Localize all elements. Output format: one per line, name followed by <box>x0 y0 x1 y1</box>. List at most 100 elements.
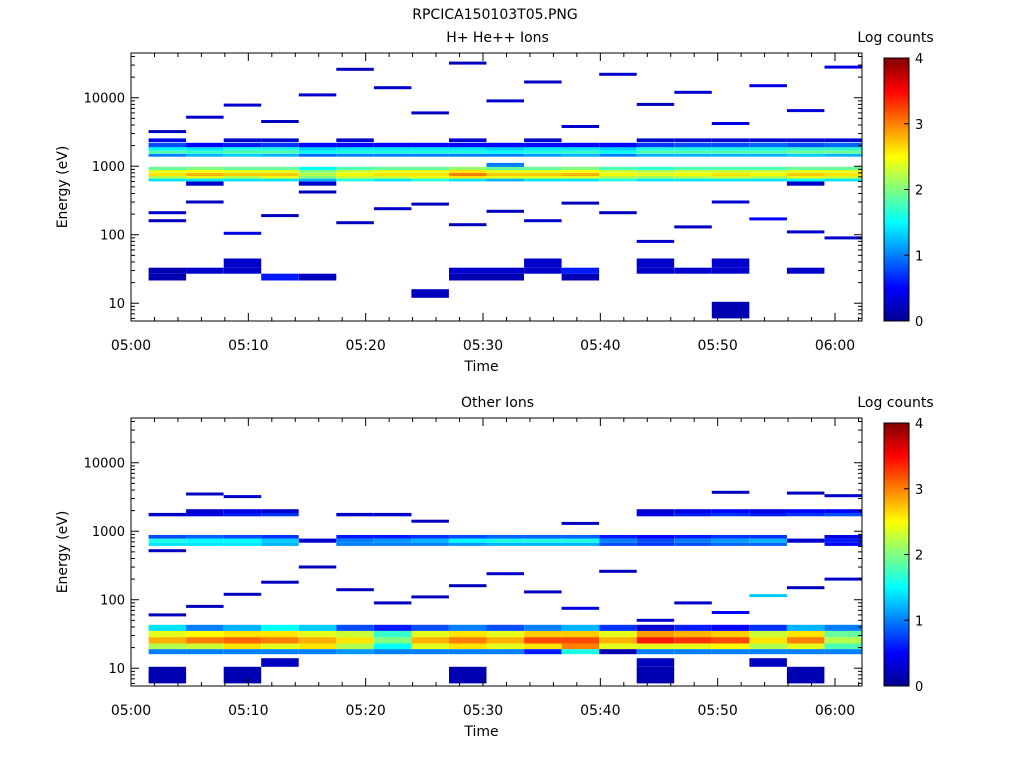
heatmap-cell <box>449 643 487 650</box>
colorbar: Log counts 0 1 2 3 4 <box>857 395 933 695</box>
heatmap-cell <box>561 176 600 179</box>
heatmap-cell <box>524 80 562 84</box>
heatmap-cell <box>674 176 712 179</box>
heatmap-cell <box>449 535 487 539</box>
sparse-counts <box>148 490 862 622</box>
heatmap-cell <box>711 178 750 182</box>
heatmap-cell <box>449 624 487 631</box>
heatmap-cell <box>786 170 825 173</box>
heatmap-cell <box>223 166 262 170</box>
heatmap-cell <box>749 594 787 598</box>
heatmap-cell <box>261 509 299 513</box>
heatmap-cell <box>298 93 337 97</box>
heatmap-cell <box>411 631 449 638</box>
heatmap-cell <box>561 153 600 157</box>
heatmap-cell <box>148 147 187 151</box>
y-axis: 10 100 1000 10000 <box>84 56 862 319</box>
heatmap-cell <box>336 631 374 638</box>
heatmap-cell <box>486 535 524 539</box>
heatmap-cell <box>824 147 862 151</box>
x-axis: 05:00 05:10 05:20 05:30 05:40 05:50 06:00 <box>111 53 859 354</box>
heatmap-cell <box>261 512 299 517</box>
heatmap-cell <box>749 658 787 667</box>
heatmap-cell <box>373 207 412 211</box>
heatmap-cell <box>373 147 412 151</box>
heatmap-cell <box>148 624 187 631</box>
heatmap-cell <box>186 153 224 157</box>
heatmap-cell <box>449 273 487 281</box>
heatmap-cell <box>786 150 825 154</box>
heatmap-cell <box>749 172 787 176</box>
heatmap-cell <box>486 572 524 576</box>
heatmap-cell <box>449 176 487 179</box>
heatmap-cell <box>599 176 637 179</box>
heatmap-cell <box>561 535 600 539</box>
heatmap-cell <box>223 142 262 148</box>
heatmap-cell <box>786 153 825 157</box>
heatmap-cell <box>223 172 262 176</box>
heatmap-cell <box>186 631 224 638</box>
heatmap-cell <box>674 267 712 274</box>
heatmap-cell <box>711 542 750 546</box>
heatmap-cell <box>524 172 562 176</box>
heatmap-cell <box>298 166 337 170</box>
heatmap-cell <box>148 649 187 655</box>
heatmap-cell <box>786 267 825 274</box>
heatmap-cell <box>186 181 224 186</box>
heatmap-cell <box>749 538 787 543</box>
heatmap-cell <box>599 649 637 655</box>
heatmap-cell <box>373 542 412 546</box>
heatmap-cell <box>674 637 712 644</box>
heatmap-cell <box>336 67 374 71</box>
heatmap-cell <box>373 166 412 170</box>
heatmap-cell <box>336 637 374 644</box>
heatmap-cell <box>449 153 487 157</box>
heatmap-cell <box>824 172 862 176</box>
heatmap-cell <box>449 666 487 684</box>
heatmap-cell <box>749 176 787 179</box>
colorbar-tick-label: 4 <box>915 52 923 67</box>
heatmap-cell <box>298 631 337 638</box>
colorbar-tick-label: 2 <box>915 184 923 199</box>
heatmap-cell <box>449 178 487 182</box>
heatmap-cell <box>411 147 449 151</box>
heatmap-cell <box>148 176 187 179</box>
heatmap-cell <box>373 649 412 655</box>
heatmap-cell <box>824 65 862 69</box>
heatmap-cell <box>786 643 825 650</box>
heatmap-cell <box>486 153 524 157</box>
heatmap-cell <box>674 601 712 605</box>
heatmap-cell <box>749 535 787 539</box>
heatmap-cell <box>186 637 224 644</box>
heatmap-cell <box>524 542 562 546</box>
heatmap-cell <box>486 178 524 182</box>
heatmap-cell <box>261 142 299 148</box>
heatmap-cell <box>674 172 712 176</box>
y-tick-label: 10 <box>108 662 125 677</box>
heatmap-cell <box>524 631 562 638</box>
heatmap-cell <box>336 176 374 179</box>
heatmap-cell <box>148 549 187 553</box>
heatmap-cell <box>786 109 825 113</box>
heatmap-cell <box>524 643 562 650</box>
heatmap-cell <box>711 142 750 148</box>
heatmap-cell <box>636 166 675 170</box>
heatmap-cell <box>636 538 675 543</box>
heatmap-cell <box>449 637 487 644</box>
heatmap-cell <box>261 631 299 638</box>
heatmap-cell <box>411 166 449 170</box>
heatmap-cell <box>148 512 187 517</box>
heatmap-cell <box>298 643 337 650</box>
colorbar-tick-label: 0 <box>915 680 923 695</box>
heatmap-cell <box>186 166 224 170</box>
heatmap-cell <box>298 178 337 182</box>
heatmap-cell <box>298 649 337 655</box>
heatmap-cell <box>711 172 750 176</box>
heatmap-cell <box>411 172 449 176</box>
heatmap-cell <box>223 643 262 650</box>
heatmap-cell <box>336 150 374 154</box>
heatmap-cell <box>711 153 750 157</box>
heatmap-cell <box>186 267 224 274</box>
